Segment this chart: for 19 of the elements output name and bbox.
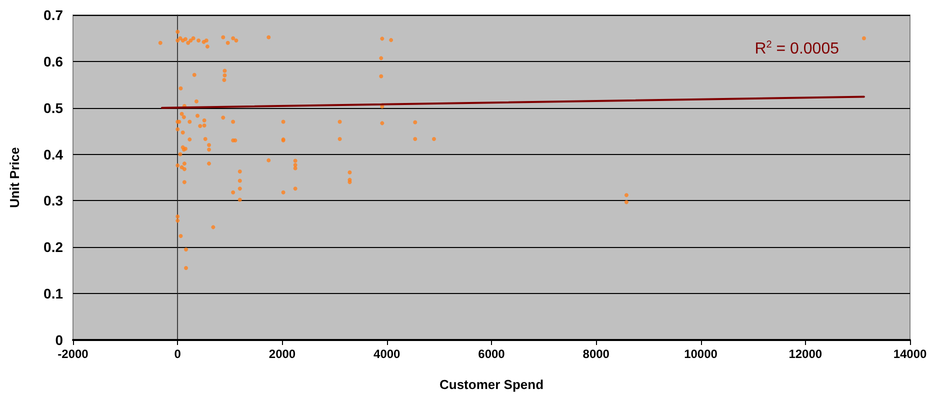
x-tick-label: 14000: [893, 347, 928, 361]
x-tick-label: 4000: [374, 347, 401, 361]
y-tick-label: 0.3: [44, 192, 64, 209]
y-tick-label: 0.1: [44, 286, 64, 302]
y-tick-label: 0.5: [44, 100, 64, 116]
x-tick-label: 10000: [684, 347, 718, 361]
y-tick-label: 0.2: [44, 239, 64, 256]
x-axis-title: Customer Spend: [439, 377, 544, 392]
y-tick-label: 0.4: [44, 146, 64, 162]
y-tick-label: 0.6: [44, 53, 64, 70]
x-tick-label: 6000: [478, 347, 506, 361]
x-tick-label: -2000: [58, 347, 89, 361]
y-axis-title: Unit Price: [7, 147, 22, 208]
y-tick-label: 0: [55, 332, 64, 348]
x-tick-label: 0: [174, 347, 182, 361]
x-tick-label: 2000: [268, 347, 296, 361]
y-tick-label: 0.7: [44, 7, 64, 23]
x-tick-label: 8000: [582, 347, 610, 361]
x-tick-label: 12000: [788, 347, 822, 361]
